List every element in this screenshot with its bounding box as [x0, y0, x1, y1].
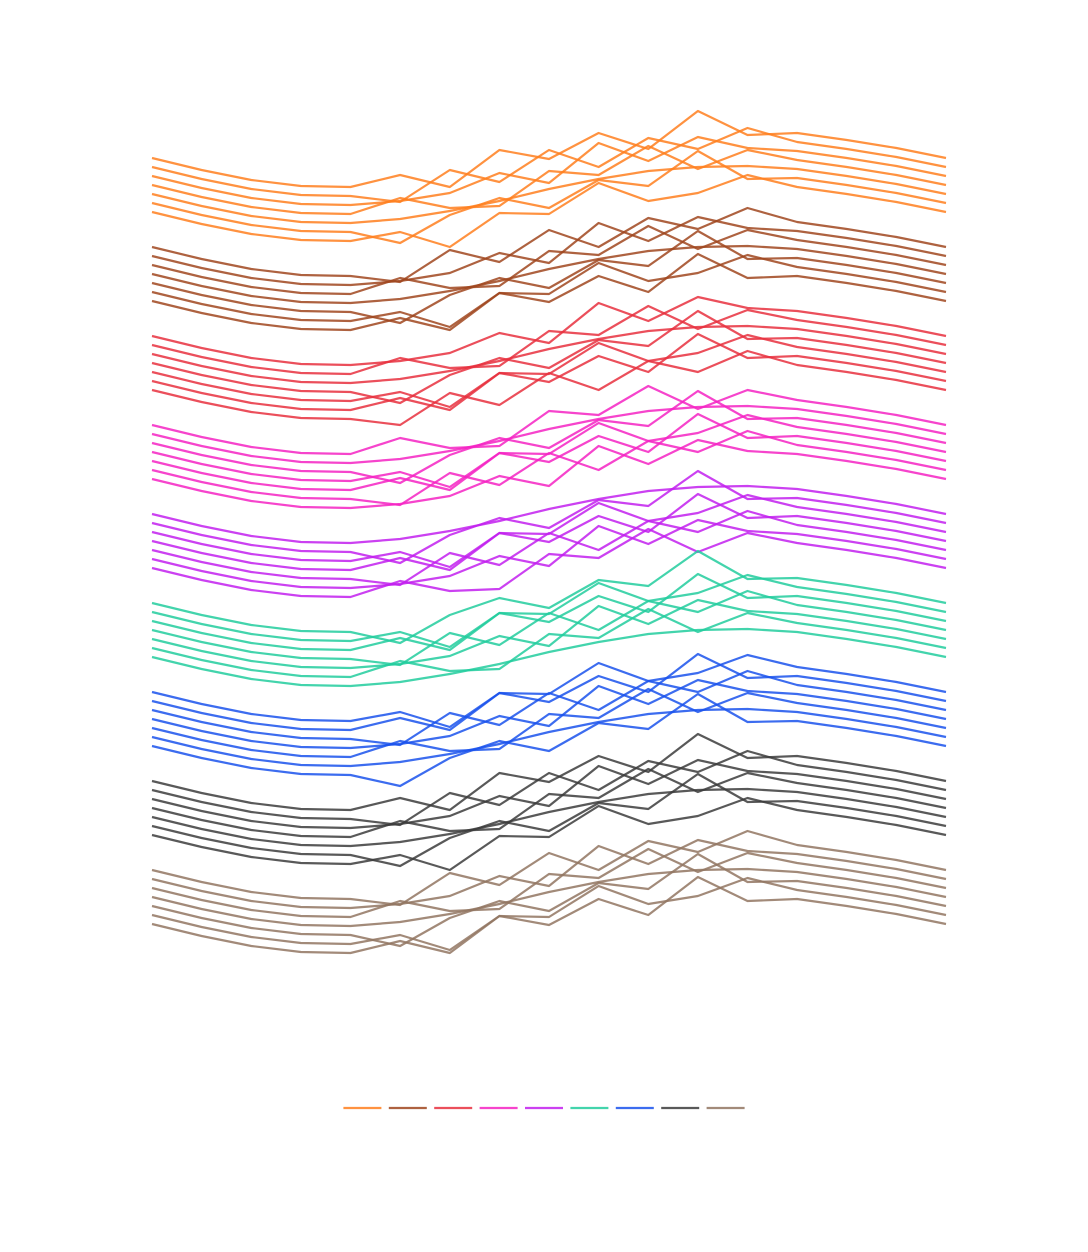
series-line [151, 469, 947, 565]
series-line [151, 692, 947, 788]
series-line [151, 847, 947, 919]
series-line [151, 787, 947, 848]
series-line [151, 875, 947, 955]
series-line [151, 549, 947, 645]
series-line [151, 109, 947, 189]
series-line [151, 215, 947, 287]
series-line [151, 244, 947, 305]
series-line [151, 389, 947, 485]
series-line [151, 527, 947, 599]
series-line [151, 758, 947, 830]
series-line [151, 429, 947, 507]
series-line [151, 796, 947, 872]
series-line [151, 304, 947, 376]
series-line [151, 492, 947, 572]
series-line [151, 852, 947, 948]
series-line [151, 229, 947, 325]
series-line [151, 867, 947, 928]
series-line [151, 607, 947, 679]
series-line [151, 149, 947, 245]
series-line [151, 309, 947, 405]
series-line [151, 749, 947, 827]
series-line [151, 206, 947, 284]
series-line [151, 126, 947, 204]
series-line [151, 678, 947, 750]
series-line [151, 669, 947, 747]
series-line [151, 652, 947, 732]
series-line [151, 324, 947, 385]
series-line [151, 404, 947, 465]
series-line [151, 253, 947, 329]
series-line [151, 224, 947, 296]
series-line [151, 876, 947, 952]
series-line [151, 412, 947, 492]
series-line [151, 598, 947, 670]
series-line [151, 349, 947, 427]
series-line [151, 829, 947, 907]
plot-area [151, 109, 947, 955]
series-line [151, 413, 947, 489]
series-line [151, 767, 947, 839]
series-line [151, 333, 947, 409]
series-line [151, 732, 947, 812]
series-line [151, 332, 947, 412]
series-line [151, 707, 947, 768]
series-line [151, 687, 947, 759]
series-line [151, 135, 947, 207]
series-line [151, 589, 947, 667]
series-line [151, 295, 947, 367]
series-line [151, 384, 947, 456]
series-line [151, 518, 947, 590]
series-line [151, 438, 947, 510]
series-line [151, 509, 947, 587]
series-line [151, 252, 947, 332]
series-line [151, 838, 947, 910]
series-line [151, 772, 947, 868]
series-line [151, 164, 947, 225]
series-line [151, 144, 947, 216]
series-line [151, 572, 947, 652]
series-line [151, 173, 947, 249]
series-line [151, 484, 947, 545]
series-line [151, 493, 947, 569]
series-line [151, 627, 947, 688]
